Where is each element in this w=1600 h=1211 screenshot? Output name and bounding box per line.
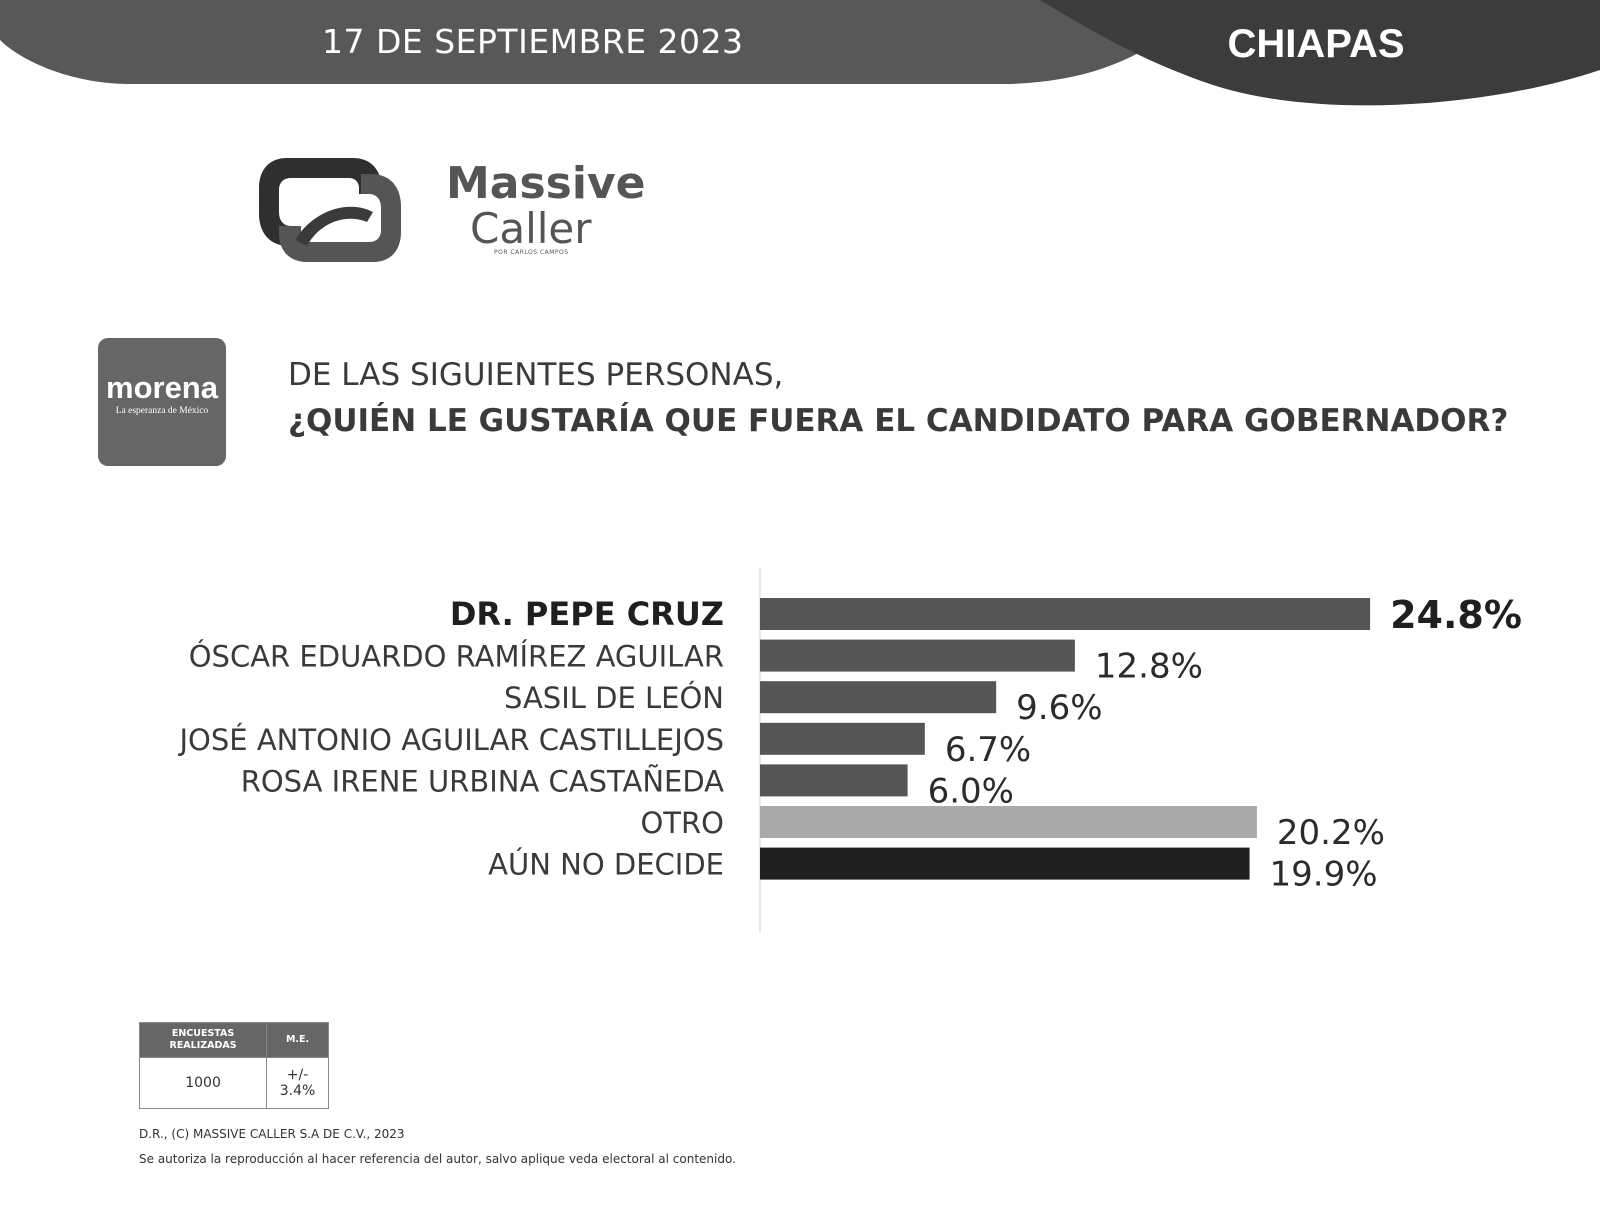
bar-1 [760, 598, 1371, 630]
margin-error-header: M.E. [266, 1022, 329, 1058]
party-name: morena [106, 370, 218, 405]
category-label: ROSA IRENE URBINA CASTAÑEDA [241, 764, 724, 798]
category-label: AÚN NO DECIDE [488, 848, 724, 882]
header-band [0, 0, 1600, 106]
interlocked-speech-bubbles-icon [259, 158, 401, 262]
category-label: DR. PEPE CRUZ [450, 595, 724, 633]
value-label: 24.8% [1390, 593, 1522, 637]
margin-error-value: +/- 3.4% [266, 1057, 329, 1109]
party-logo-badge: morena La esperanza de México [98, 338, 226, 466]
reproduction-note: Se autoriza la reproducción al hacer ref… [139, 1152, 736, 1166]
brand-name-line1: Massive [446, 158, 646, 209]
category-label: OTRO [640, 806, 724, 840]
value-label: 20.2% [1277, 813, 1385, 853]
party-slogan: La esperanza de México [115, 406, 209, 416]
value-label: 12.8% [1095, 647, 1203, 687]
value-label: 19.9% [1270, 855, 1378, 895]
bar-5 [760, 764, 908, 797]
category-label: JOSÉ ANTONIO AGUILAR CASTILLEJOS [178, 723, 725, 757]
bar-7 [760, 847, 1250, 880]
bar-2 [760, 639, 1075, 672]
category-label: SASIL DE LEÓN [504, 681, 724, 715]
survey-meta-table: ENCUESTAS REALIZADAS M.E. 1000 +/- 3.4% [139, 1022, 329, 1109]
value-label: 6.7% [945, 730, 1031, 770]
bar-6 [760, 806, 1257, 838]
brand-name-line2: Caller [470, 204, 592, 253]
question-line1: DE LAS SIGUIENTES PERSONAS, [288, 357, 784, 393]
bar-3 [760, 681, 997, 714]
survey-date: 17 DE SEPTIEMBRE 2023 [322, 22, 744, 61]
value-label: 6.0% [928, 771, 1014, 811]
surveys-value: 1000 [139, 1057, 267, 1109]
question-line2: ¿QUIÉN LE GUSTARÍA QUE FUERA EL CANDIDAT… [288, 403, 1509, 439]
state-name: CHIAPAS [1227, 22, 1405, 66]
value-label: 9.6% [1016, 688, 1102, 728]
surveys-header: ENCUESTAS REALIZADAS [139, 1022, 267, 1058]
brand-tagline: POR CARLOS CAMPOS [494, 249, 569, 256]
bar-4 [760, 722, 925, 755]
category-label: ÓSCAR EDUARDO RAMÍREZ AGUILAR [189, 640, 724, 674]
copyright-text: D.R., (C) MASSIVE CALLER S.A DE C.V., 20… [139, 1127, 405, 1141]
